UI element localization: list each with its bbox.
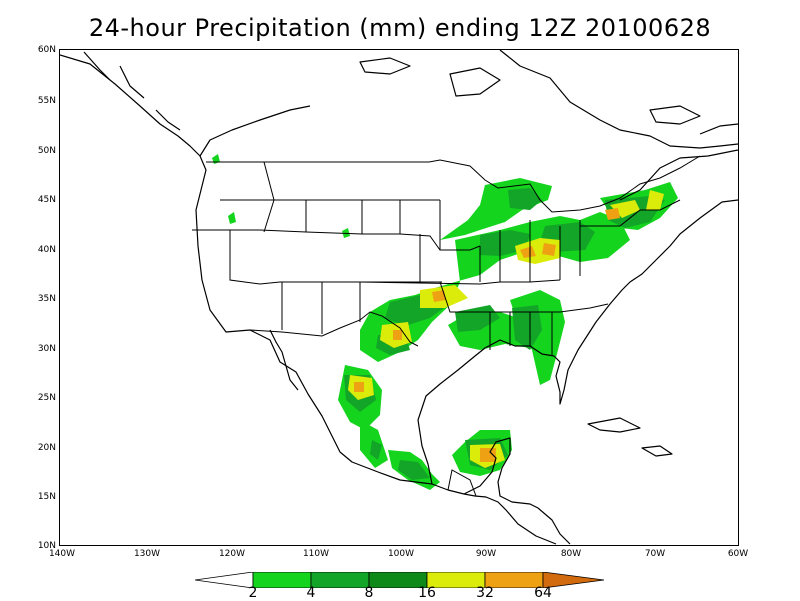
- lat-label: 40N: [37, 245, 56, 255]
- lat-label: 15N: [37, 492, 56, 502]
- lat-label: 45N: [37, 195, 56, 205]
- colorbar-label: 8: [364, 585, 374, 601]
- lon-label: 60W: [727, 549, 749, 559]
- colorbar-segment: [542, 572, 605, 588]
- lat-label: 20N: [37, 443, 56, 453]
- precipitation-shading: [212, 154, 678, 490]
- lon-label: 90W: [475, 549, 497, 559]
- lon-label: 120W: [218, 549, 246, 559]
- coastlines: [60, 50, 738, 545]
- lon-label: 100W: [387, 549, 415, 559]
- colorbar: [195, 572, 605, 588]
- map-title: 24-hour Precipitation (mm) ending 12Z 20…: [88, 14, 712, 42]
- colorbar-label: 32: [476, 585, 494, 601]
- lon-label: 70W: [644, 549, 666, 559]
- lat-label: 25N: [37, 393, 56, 403]
- lon-label: 110W: [302, 549, 330, 559]
- lat-label: 50N: [37, 146, 56, 156]
- colorbar-label: 64: [534, 585, 552, 601]
- colorbar-label: 2: [248, 585, 258, 601]
- lon-label: 130W: [133, 549, 161, 559]
- lat-label: 10N: [37, 541, 56, 551]
- precipitation-map: [59, 49, 739, 546]
- lat-label: 30N: [37, 344, 56, 354]
- lat-label: 55N: [37, 96, 56, 106]
- lon-label: 140W: [48, 549, 76, 559]
- map-canvas: [60, 50, 738, 545]
- lon-label: 80W: [560, 549, 582, 559]
- lat-label: 35N: [37, 294, 56, 304]
- colorbar-label: 16: [418, 585, 436, 601]
- lat-label: 60N: [37, 45, 56, 55]
- colorbar-label: 4: [306, 585, 316, 601]
- political-borders: [192, 155, 701, 497]
